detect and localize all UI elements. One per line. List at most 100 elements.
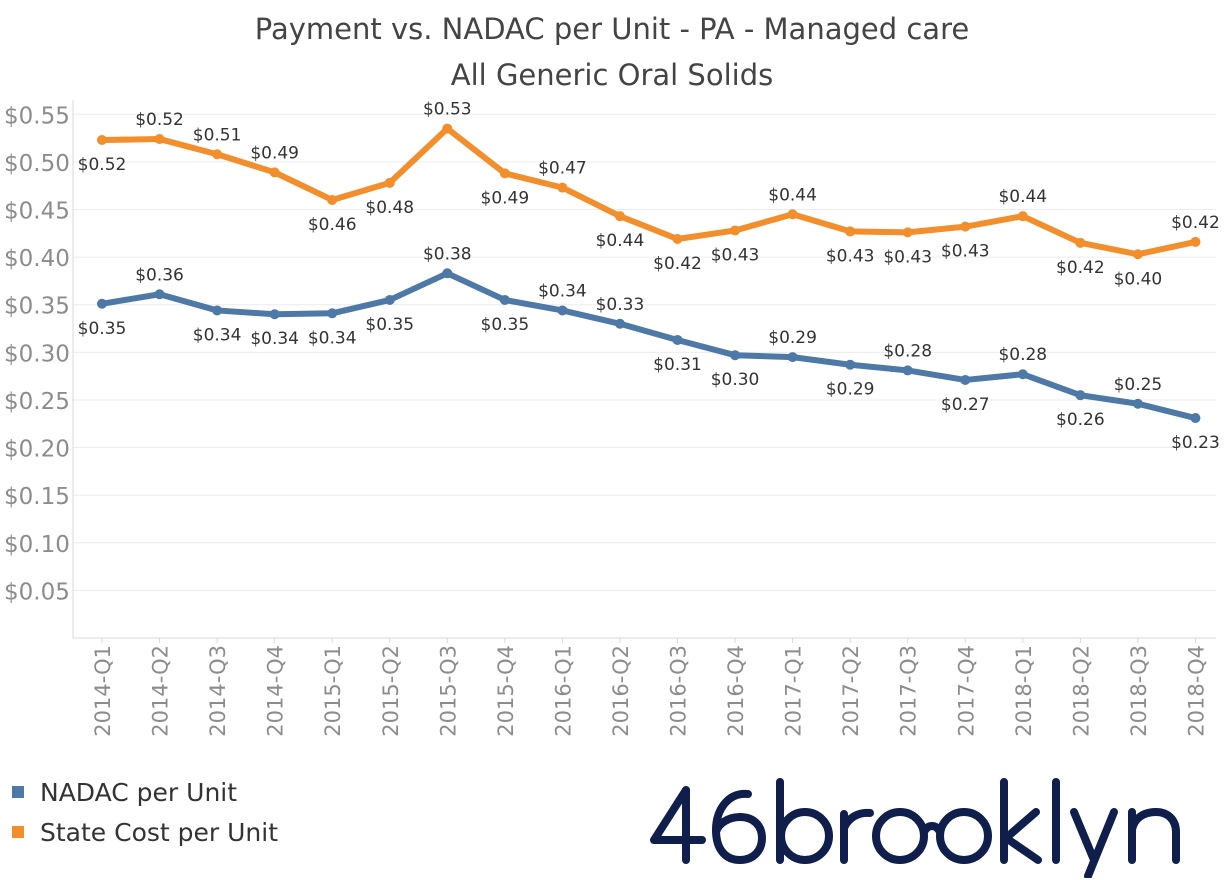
brand-logo (650, 778, 1180, 878)
x-tick-label: 2014-Q2 (149, 645, 173, 737)
x-tick-label: 2017-Q2 (839, 645, 863, 737)
data-point-state-cost-per-unit (845, 226, 856, 237)
x-tick-label: 2017-Q1 (782, 645, 806, 737)
data-label-nadac-per-unit: $0.27 (941, 395, 990, 415)
data-label-nadac-per-unit: $0.28 (998, 345, 1047, 365)
data-point-state-cost-per-unit (557, 182, 568, 193)
data-point-nadac-per-unit (1075, 390, 1086, 401)
data-point-nadac-per-unit (154, 289, 165, 300)
data-label-nadac-per-unit: $0.35 (481, 315, 530, 335)
data-label-nadac-per-unit: $0.29 (768, 328, 817, 348)
y-tick-label: $0.55 (4, 103, 70, 129)
x-tick-label: 2016-Q2 (609, 645, 633, 737)
data-label-state-cost-per-unit: $0.48 (365, 198, 414, 218)
x-tick-label: 2015-Q2 (379, 645, 403, 737)
y-tick-label: $0.05 (4, 579, 70, 605)
data-label-nadac-per-unit: $0.28 (883, 341, 932, 361)
data-point-state-cost-per-unit (960, 221, 971, 232)
data-point-nadac-per-unit (1017, 369, 1028, 380)
data-point-state-cost-per-unit (269, 167, 280, 178)
data-point-nadac-per-unit (327, 308, 338, 319)
data-label-nadac-per-unit: $0.34 (538, 281, 587, 301)
x-tick-label: 2016-Q3 (667, 645, 691, 737)
data-point-state-cost-per-unit (212, 149, 223, 160)
data-point-nadac-per-unit (614, 318, 625, 329)
x-tick-label: 2015-Q4 (494, 645, 518, 737)
data-point-state-cost-per-unit (730, 225, 741, 236)
data-point-nadac-per-unit (97, 298, 107, 309)
data-label-state-cost-per-unit: $0.52 (135, 110, 184, 130)
data-label-state-cost-per-unit: $0.53 (423, 100, 472, 120)
x-tick-label: 2016-Q4 (724, 645, 748, 737)
x-tick-label: 2017-Q4 (954, 645, 978, 737)
data-point-state-cost-per-unit (154, 134, 165, 145)
x-tick-label: 2015-Q3 (436, 645, 460, 737)
legend-item-nadac[interactable]: NADAC per Unit (12, 772, 278, 812)
y-tick-label: $0.20 (4, 437, 70, 463)
data-point-nadac-per-unit (269, 309, 280, 320)
data-label-nadac-per-unit: $0.36 (135, 265, 184, 285)
x-tick-label: 2016-Q1 (551, 645, 575, 737)
y-tick-label: $0.15 (4, 484, 70, 510)
x-tick-label: 2018-Q1 (1012, 645, 1036, 737)
data-label-nadac-per-unit: $0.34 (308, 328, 357, 348)
y-tick-label: $0.35 (4, 294, 70, 320)
data-label-nadac-per-unit: $0.30 (711, 370, 760, 390)
data-point-nadac-per-unit (960, 374, 971, 385)
data-point-nadac-per-unit (212, 305, 223, 316)
data-label-nadac-per-unit: $0.29 (826, 380, 875, 400)
data-label-state-cost-per-unit: $0.44 (998, 187, 1047, 207)
data-label-nadac-per-unit: $0.33 (596, 295, 645, 315)
legend-swatch-nadac (12, 786, 24, 798)
data-label-state-cost-per-unit: $0.52 (78, 155, 127, 175)
data-label-state-cost-per-unit: $0.42 (1171, 213, 1220, 233)
data-label-nadac-per-unit: $0.31 (653, 355, 702, 375)
series-line-nadac-per-unit (99, 270, 1199, 422)
data-label-state-cost-per-unit: $0.43 (826, 246, 875, 266)
x-tick-label: 2018-Q3 (1127, 645, 1151, 737)
data-label-state-cost-per-unit: $0.43 (941, 242, 990, 262)
data-point-state-cost-per-unit (1132, 249, 1143, 260)
data-label-nadac-per-unit: $0.25 (1114, 375, 1163, 395)
data-point-state-cost-per-unit (902, 227, 913, 238)
chart-title-line1: Payment vs. NADAC per Unit - PA - Manage… (254, 12, 970, 46)
data-point-nadac-per-unit (787, 352, 798, 363)
data-label-state-cost-per-unit: $0.43 (711, 245, 760, 265)
data-point-state-cost-per-unit (1017, 211, 1028, 222)
data-label-nadac-per-unit: $0.35 (365, 315, 414, 335)
x-tick-label: 2014-Q3 (206, 645, 230, 737)
data-point-nadac-per-unit (1190, 413, 1201, 424)
data-label-state-cost-per-unit: $0.43 (883, 247, 932, 267)
x-tick-label: 2015-Q1 (321, 645, 345, 737)
y-tick-label: $0.30 (4, 341, 70, 367)
data-label-state-cost-per-unit: $0.47 (538, 159, 587, 179)
data-point-state-cost-per-unit (442, 123, 453, 134)
data-point-nadac-per-unit (384, 294, 395, 305)
line-chart: $0.05 $0.10 $0.15 $0.20 $0.25 $0.30 $0.35 $0.40… (4, 100, 1220, 737)
data-point-state-cost-per-unit (327, 194, 338, 205)
data-label-state-cost-per-unit: $0.46 (308, 215, 357, 235)
data-point-state-cost-per-unit (614, 211, 625, 222)
series-line-state-cost-per-unit (99, 125, 1199, 258)
data-label-nadac-per-unit: $0.34 (193, 325, 242, 345)
y-tick-label: $0.10 (4, 532, 70, 558)
x-tick-label: 2018-Q2 (1069, 645, 1093, 737)
data-point-nadac-per-unit (672, 334, 683, 345)
data-point-state-cost-per-unit (672, 234, 683, 245)
data-point-state-cost-per-unit (787, 209, 798, 220)
data-point-state-cost-per-unit (1075, 237, 1086, 248)
x-tick-label: 2018-Q4 (1184, 645, 1208, 737)
legend-item-state-cost[interactable]: State Cost per Unit (12, 812, 278, 852)
data-point-nadac-per-unit (845, 359, 856, 370)
data-label-state-cost-per-unit: $0.42 (653, 254, 702, 274)
data-point-state-cost-per-unit (384, 177, 395, 188)
y-tick-label: $0.50 (4, 151, 70, 177)
y-tick-label: $0.45 (4, 199, 70, 225)
data-point-nadac-per-unit (902, 365, 913, 376)
data-point-nadac-per-unit (1132, 398, 1143, 409)
x-tick-label: 2014-Q1 (91, 645, 115, 737)
data-label-state-cost-per-unit: $0.49 (250, 143, 299, 163)
data-label-nadac-per-unit: $0.35 (78, 319, 127, 339)
y-tick-label: $0.25 (4, 389, 70, 415)
legend-label-state-cost: State Cost per Unit (40, 817, 279, 847)
